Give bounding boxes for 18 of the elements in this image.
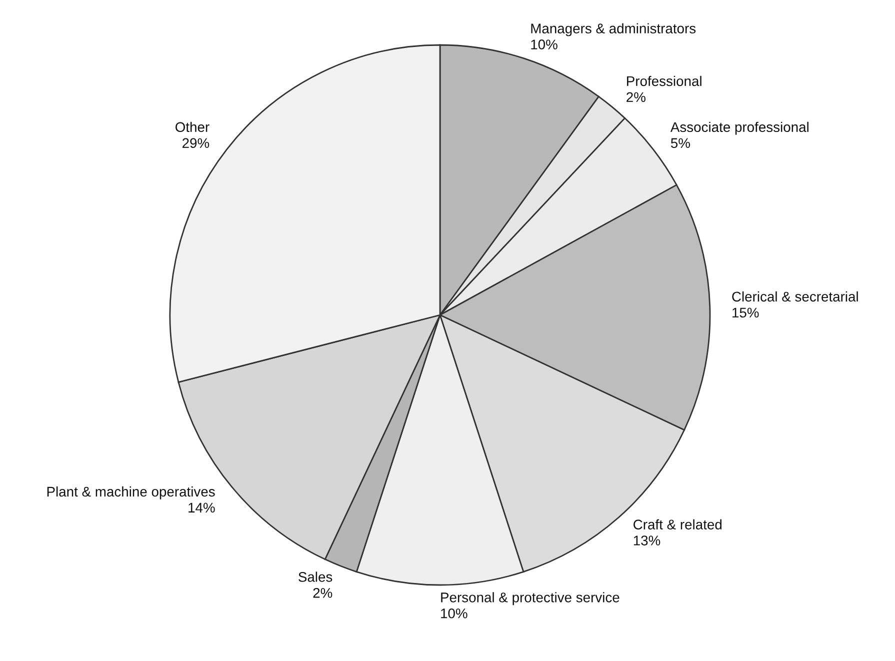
slice-label: Craft & related	[634, 519, 722, 530]
data-label: 10%	[531, 40, 558, 50]
slice-label: Associate professional	[670, 122, 808, 135]
slice-label: Managers & administrators	[531, 23, 696, 36]
data-label: 2%	[626, 92, 646, 102]
data-label: 10%	[441, 608, 468, 618]
data-label: 5%	[670, 138, 690, 148]
data-label: 13%	[634, 536, 660, 546]
data-label: 29%	[182, 138, 210, 148]
data-label: 15%	[732, 308, 759, 318]
slice-label: Plant & machine operatives	[47, 486, 215, 500]
slice-label: Other	[176, 122, 210, 132]
slice-label: Personal & protective service	[441, 592, 620, 606]
data-label: 14%	[188, 502, 215, 513]
slice-label: Professional	[627, 76, 702, 86]
slice-label: Clerical & secretarial	[732, 291, 858, 302]
slice-label: Sales	[298, 572, 332, 582]
data-label: 2%	[313, 588, 332, 598]
